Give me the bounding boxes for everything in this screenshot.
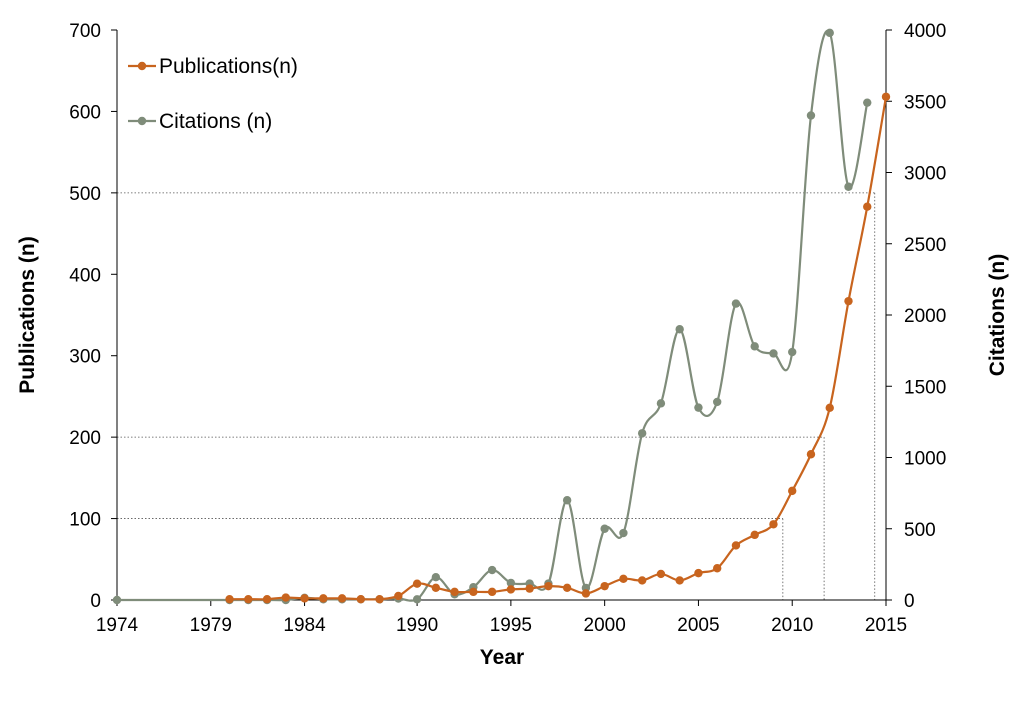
data-point-citations: [844, 182, 853, 191]
data-point-publications: [356, 594, 366, 604]
data-point-citations: [619, 528, 628, 538]
x-tick-label: 2005: [677, 615, 719, 636]
data-point-citations: [675, 325, 684, 334]
data-point-citations: [769, 349, 778, 358]
data-point-publications: [562, 583, 572, 592]
data-point-citations: [731, 299, 741, 308]
data-point-citations: [600, 524, 609, 533]
x-tick-label: 1984: [283, 615, 326, 636]
data-point-publications: [750, 530, 759, 540]
data-point-citations: [637, 429, 647, 438]
left-tick-label: 400: [69, 265, 101, 286]
data-point-publications: [319, 594, 328, 603]
data-point-citations: [112, 595, 122, 605]
data-point-publications: [487, 587, 497, 597]
data-point-publications: [281, 593, 291, 602]
right-tick-label: 1500: [904, 377, 946, 398]
data-point-publications: [431, 583, 441, 592]
x-tick-label: 1990: [396, 615, 438, 636]
data-point-publications: [544, 581, 553, 591]
data-point-publications: [788, 486, 797, 496]
data-point-citations: [506, 578, 516, 588]
data-point-publications: [712, 564, 722, 573]
data-point-publications: [600, 581, 609, 591]
right-tick-label: 3000: [904, 164, 946, 185]
data-point-publications: [675, 576, 684, 585]
left-tick-label: 0: [90, 591, 101, 612]
data-point-publications: [844, 296, 853, 306]
data-point-citations: [806, 111, 816, 120]
data-point-publications: [637, 576, 647, 585]
x-tick-label: 2015: [865, 615, 907, 636]
data-point-publications: [881, 92, 891, 101]
data-point-citations: [487, 565, 497, 575]
x-tick-label: 1979: [190, 615, 232, 636]
data-point-publications: [525, 584, 534, 593]
legend: Publications(n) Citations (n): [128, 55, 298, 133]
right-tick-label: 4000: [904, 21, 946, 42]
x-tick-label: 2000: [584, 615, 626, 636]
axes: 0 100 200 300 400 500 600 700 0 500 1000 1500 2000 25…: [69, 21, 946, 636]
legend-label-publications: Publications(n): [159, 55, 298, 78]
data-point-publications: [863, 202, 872, 211]
data-point-publications: [450, 587, 459, 597]
x-tick-label: 1974: [96, 615, 139, 636]
data-point-publications: [394, 591, 403, 601]
data-point-citations: [562, 496, 572, 505]
data-point-citations: [788, 347, 797, 357]
data-point-publications: [731, 541, 741, 550]
data-point-publications: [375, 594, 384, 604]
data-point-citations: [825, 28, 834, 38]
data-point-publications: [244, 594, 253, 604]
right-tick-label: 2500: [904, 235, 946, 256]
x-tick-label: 1995: [490, 615, 532, 636]
guide-lines: [117, 192, 876, 600]
left-axis-title: Publications (n): [16, 236, 39, 394]
right-tick-label: 2000: [904, 306, 946, 327]
right-axis-title: Citations (n): [986, 254, 1009, 376]
data-point-citations: [750, 342, 759, 351]
data-point-citations: [863, 98, 872, 107]
left-tick-label: 700: [69, 21, 101, 42]
data-point-publications: [469, 587, 478, 597]
data-point-publications: [262, 594, 272, 604]
legend-marker-citations: [137, 116, 147, 126]
left-tick-label: 600: [69, 102, 101, 123]
data-point-citations: [656, 399, 666, 408]
data-point-citations: [431, 573, 441, 582]
data-point-publications: [619, 574, 628, 584]
data-point-citations: [412, 595, 422, 604]
data-point-publications: [825, 403, 834, 413]
series-layer: [112, 28, 891, 605]
data-point-citations: [712, 397, 722, 407]
data-point-publications: [656, 569, 666, 579]
left-tick-label: 300: [69, 347, 101, 368]
data-point-publications: [769, 520, 778, 529]
left-tick-label: 100: [69, 510, 101, 531]
data-point-publications: [581, 589, 591, 598]
x-tick-label: 2010: [771, 615, 813, 636]
right-tick-label: 500: [904, 520, 936, 541]
x-axis-title: Year: [480, 646, 524, 669]
series-line-publications: [229, 96, 888, 601]
data-point-publications: [412, 579, 422, 588]
data-point-publications: [806, 450, 816, 459]
data-point-publications: [225, 594, 234, 604]
data-point-publications: [300, 594, 309, 603]
right-tick-label: 1000: [904, 449, 946, 470]
legend-label-citations: Citations (n): [159, 110, 272, 133]
right-tick-label: 3500: [904, 92, 946, 113]
right-tick-label: 0: [904, 591, 915, 612]
legend-marker-publications: [137, 61, 147, 71]
data-point-publications: [337, 594, 347, 603]
data-point-publications: [694, 568, 703, 578]
left-tick-label: 200: [69, 428, 101, 449]
data-point-publications: [506, 585, 516, 594]
left-tick-label: 500: [69, 184, 101, 205]
data-point-citations: [694, 403, 703, 412]
